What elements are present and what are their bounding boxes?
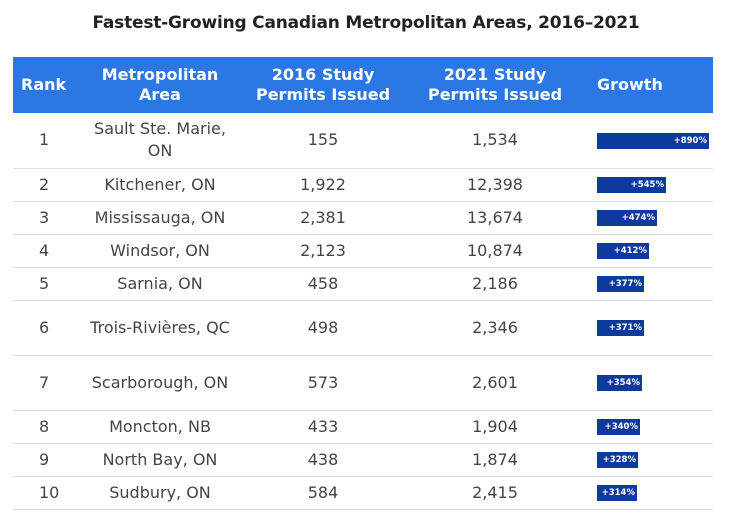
permits-2021-cell: 2,186 [403,267,587,301]
rank-cell: 6 [13,300,77,356]
table-row: 9 North Bay, ON 438 1,874 +328% [13,443,713,477]
table-row: 7 Scarborough, ON 573 2,601 +354% [13,355,713,411]
permits-2021-cell: 10,874 [403,234,587,268]
permits-2016-cell: 433 [243,410,403,444]
growth-cell: +354% [587,355,713,411]
permits-2016-cell: 584 [243,476,403,510]
permits-2021-cell: 2,601 [403,355,587,411]
area-cell: Sudbury, ON [77,476,243,510]
growth-cell: +340% [587,410,713,444]
permits-2016-cell: 155 [243,113,403,169]
growth-cell: +412% [587,234,713,268]
permits-2021-cell: 1,874 [403,443,587,477]
table-row: 1 Sault Ste. Marie, ON 155 1,534 +890% [13,113,713,169]
header-metropolitan-area: Metropolitan Area [101,65,219,104]
growth-bar: +545% [597,177,666,193]
area-cell: Scarborough, ON [77,355,243,411]
permits-2016-cell: 498 [243,300,403,356]
growth-cell: +545% [587,168,713,202]
permits-2016-cell: 2,123 [243,234,403,268]
rank-cell: 5 [13,267,77,301]
chart-title: Fastest-Growing Canadian Metropolitan Ar… [92,13,640,33]
table-row: 10 Sudbury, ON 584 2,415 +314% [13,476,713,510]
growth-bar: +328% [597,452,638,468]
permits-2016-cell: 458 [243,267,403,301]
table-row: 2 Kitchener, ON 1,922 12,398 +545% [13,168,713,202]
growth-cell: +377% [587,267,713,301]
area-cell: Mississauga, ON [77,201,243,235]
area-cell: Windsor, ON [77,234,243,268]
area-cell: Moncton, NB [77,410,243,444]
rank-cell: 8 [13,410,77,444]
area-cell: Kitchener, ON [77,168,243,202]
header-growth: Growth [597,75,663,94]
permits-2021-cell: 1,904 [403,410,587,444]
rank-cell: 9 [13,443,77,477]
growth-bar: +377% [597,276,644,292]
growth-bar: +412% [597,243,649,259]
table-row: 5 Sarnia, ON 458 2,186 +377% [13,267,713,301]
header-row: Rank Metropolitan Area 2016 Study Permit… [13,57,713,113]
area-cell: North Bay, ON [77,443,243,477]
growth-bar: +890% [597,132,709,149]
permits-2016-cell: 2,381 [243,201,403,235]
growth-cell: +890% [587,113,713,169]
growth-table: Rank Metropolitan Area 2016 Study Permit… [13,57,713,510]
rank-cell: 10 [13,476,77,510]
rank-cell: 2 [13,168,77,202]
area-cell: Sarnia, ON [77,267,243,301]
growth-bar: +314% [597,485,637,501]
header-rank: Rank [21,75,67,94]
header-2021-permits: 2021 Study Permits Issued [427,65,563,104]
permits-2021-cell: 1,534 [403,113,587,169]
header-2016-permits: 2016 Study Permits Issued [255,65,391,104]
area-cell: Trois-Rivières, QC [77,300,243,356]
permits-2016-cell: 573 [243,355,403,411]
table-row: 3 Mississauga, ON 2,381 13,674 +474% [13,201,713,235]
rank-cell: 4 [13,234,77,268]
table-row: 4 Windsor, ON 2,123 10,874 +412% [13,234,713,268]
permits-2021-cell: 12,398 [403,168,587,202]
growth-cell: +314% [587,476,713,510]
table-row: 6 Trois-Rivières, QC 498 2,346 +371% [13,300,713,356]
growth-cell: +371% [587,300,713,356]
permits-2016-cell: 438 [243,443,403,477]
growth-cell: +328% [587,443,713,477]
table-body: 1 Sault Ste. Marie, ON 155 1,534 +890% 2 Kitch… [13,113,713,510]
rank-cell: 1 [13,113,77,169]
permits-2021-cell: 2,415 [403,476,587,510]
rank-cell: 3 [13,201,77,235]
permits-2021-cell: 13,674 [403,201,587,235]
growth-bar: +371% [597,320,644,336]
growth-bar: +354% [597,375,642,391]
area-cell: Sault Ste. Marie, ON [77,113,243,169]
table-row: 8 Moncton, NB 433 1,904 +340% [13,410,713,444]
growth-cell: +474% [587,201,713,235]
permits-2021-cell: 2,346 [403,300,587,356]
growth-bar: +474% [597,210,657,226]
rank-cell: 7 [13,355,77,411]
growth-bar: +340% [597,419,640,435]
permits-2016-cell: 1,922 [243,168,403,202]
